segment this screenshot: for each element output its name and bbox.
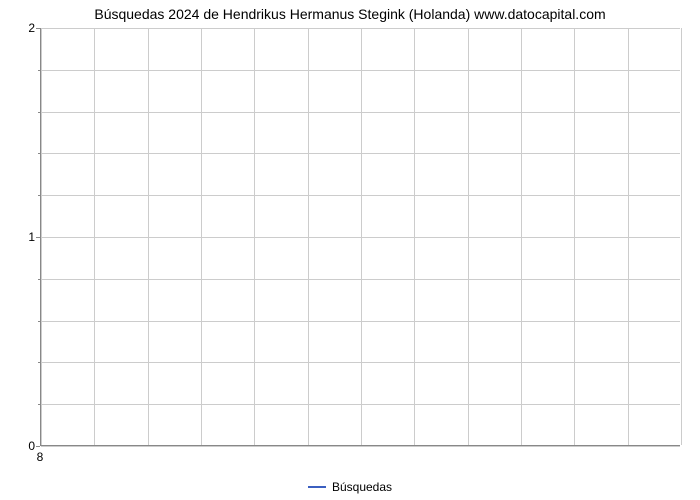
y-minor-tick	[38, 153, 40, 154]
legend-swatch	[308, 486, 326, 488]
grid-line-vertical	[148, 28, 149, 445]
grid-line-vertical	[574, 28, 575, 445]
y-minor-tick	[38, 70, 40, 71]
y-minor-tick	[38, 195, 40, 196]
grid-line-horizontal	[41, 446, 680, 447]
y-tick-label: 0	[5, 439, 35, 453]
y-tick-label: 1	[5, 230, 35, 244]
y-tick-mark	[36, 446, 40, 447]
chart-title: Búsquedas 2024 de Hendrikus Hermanus Ste…	[0, 6, 700, 22]
grid-line-vertical	[201, 28, 202, 445]
legend-label: Búsquedas	[332, 480, 392, 494]
chart-container: Búsquedas 2024 de Hendrikus Hermanus Ste…	[0, 0, 700, 500]
y-tick-mark	[36, 28, 40, 29]
y-minor-tick	[38, 279, 40, 280]
grid-line-vertical	[468, 28, 469, 445]
y-tick-mark	[36, 237, 40, 238]
legend: Búsquedas	[0, 480, 700, 494]
y-minor-tick	[38, 362, 40, 363]
grid-line-vertical	[308, 28, 309, 445]
grid-line-vertical	[361, 28, 362, 445]
plot-area	[40, 28, 680, 446]
y-minor-tick	[38, 321, 40, 322]
y-minor-tick	[38, 112, 40, 113]
grid-line-vertical	[414, 28, 415, 445]
grid-line-vertical	[628, 28, 629, 445]
grid-line-vertical	[254, 28, 255, 445]
grid-line-vertical	[94, 28, 95, 445]
grid-line-vertical	[521, 28, 522, 445]
grid-line-vertical	[41, 28, 42, 445]
y-minor-tick	[38, 404, 40, 405]
x-tick-label: 8	[37, 450, 44, 464]
y-tick-label: 2	[5, 21, 35, 35]
grid-line-vertical	[681, 28, 682, 445]
